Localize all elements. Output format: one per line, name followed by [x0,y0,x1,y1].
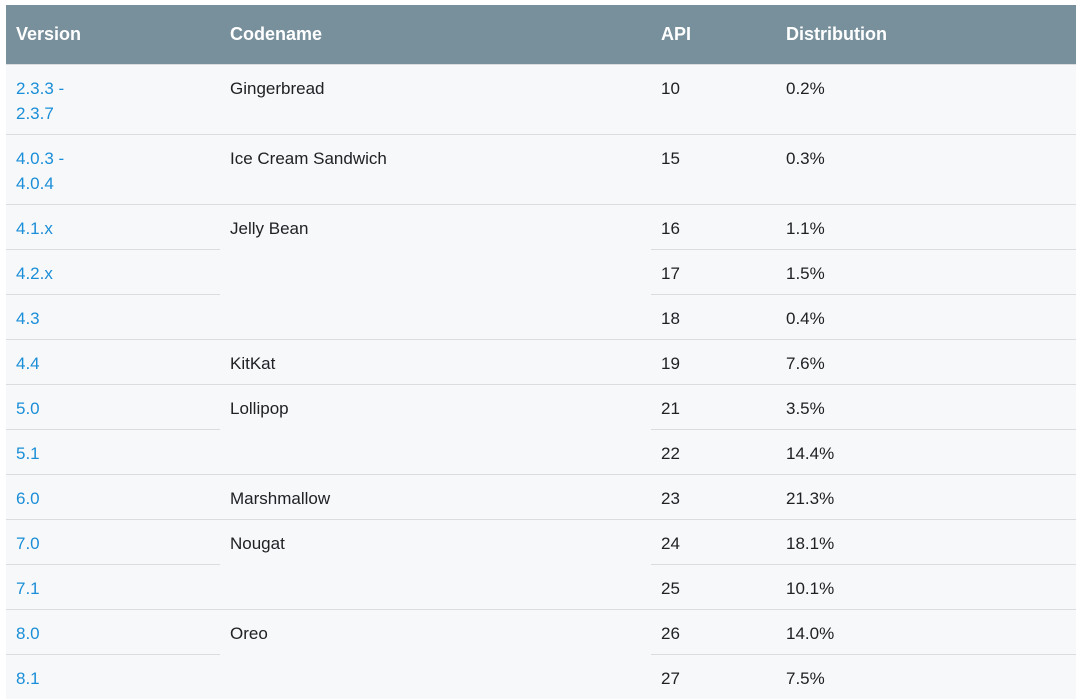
android-distribution-table: Version Codename API Distribution 2.3.3 … [6,5,1076,699]
table-row: 8.0 Oreo 26 14.0% [6,610,1076,655]
codename-cell: Jelly Bean [220,205,651,340]
version-link[interactable]: 5.1 [16,444,40,463]
codename-cell: Oreo [220,610,651,699]
table-row: 6.0 Marshmallow 23 21.3% [6,475,1076,520]
version-link[interactable]: 8.0 [16,624,40,643]
api-cell: 17 [651,250,776,295]
version-link[interactable]: 7.0 [16,534,40,553]
codename-cell: Nougat [220,520,651,610]
version-cell: 4.2.x [6,250,220,295]
distribution-cell: 14.0% [776,610,1076,655]
version-link[interactable]: 6.0 [16,489,40,508]
version-cell: 4.0.3 - 4.0.4 [6,135,220,205]
header-distribution: Distribution [776,5,1076,65]
codename-cell: Marshmallow [220,475,651,520]
version-link[interactable]: 7.1 [16,579,40,598]
version-link[interactable]: 5.0 [16,399,40,418]
api-cell: 26 [651,610,776,655]
table-row: 7.0 Nougat 24 18.1% [6,520,1076,565]
codename-cell: KitKat [220,340,651,385]
distribution-cell: 0.2% [776,65,1076,135]
version-link[interactable]: 4.1.x [16,219,53,238]
header-version: Version [6,5,220,65]
version-cell: 5.0 [6,385,220,430]
codename-cell: Gingerbread [220,65,651,135]
version-link[interactable]: 8.1 [16,669,40,688]
table-row: 2.3.3 - 2.3.7 Gingerbread 10 0.2% [6,65,1076,135]
api-cell: 18 [651,295,776,340]
api-cell: 24 [651,520,776,565]
distribution-cell: 1.5% [776,250,1076,295]
version-cell: 5.1 [6,430,220,475]
distribution-cell: 0.3% [776,135,1076,205]
version-cell: 6.0 [6,475,220,520]
api-cell: 19 [651,340,776,385]
api-cell: 21 [651,385,776,430]
distribution-cell: 21.3% [776,475,1076,520]
version-link[interactable]: 4.3 [16,309,40,328]
distribution-cell: 1.1% [776,205,1076,250]
version-cell: 4.3 [6,295,220,340]
distribution-cell: 10.1% [776,565,1076,610]
table-row: 4.0.3 - 4.0.4 Ice Cream Sandwich 15 0.3% [6,135,1076,205]
version-cell: 7.1 [6,565,220,610]
version-cell: 8.0 [6,610,220,655]
version-link[interactable]: 4.0.3 - 4.0.4 [16,149,64,193]
distribution-cell: 7.6% [776,340,1076,385]
distribution-cell: 3.5% [776,385,1076,430]
version-cell: 4.4 [6,340,220,385]
table-row: 4.4 KitKat 19 7.6% [6,340,1076,385]
distribution-cell: 14.4% [776,430,1076,475]
distribution-cell: 7.5% [776,655,1076,699]
api-cell: 25 [651,565,776,610]
table-row: 5.0 Lollipop 21 3.5% [6,385,1076,430]
table-row: 4.1.x Jelly Bean 16 1.1% [6,205,1076,250]
api-cell: 15 [651,135,776,205]
api-cell: 16 [651,205,776,250]
api-cell: 10 [651,65,776,135]
codename-cell: Lollipop [220,385,651,475]
header-codename: Codename [220,5,651,65]
distribution-cell: 18.1% [776,520,1076,565]
version-cell: 7.0 [6,520,220,565]
version-cell: 2.3.3 - 2.3.7 [6,65,220,135]
version-link[interactable]: 4.2.x [16,264,53,283]
header-api: API [651,5,776,65]
distribution-cell: 0.4% [776,295,1076,340]
version-cell: 8.1 [6,655,220,699]
api-cell: 27 [651,655,776,699]
api-cell: 23 [651,475,776,520]
distribution-table-container: Version Codename API Distribution 2.3.3 … [6,5,1076,699]
version-link[interactable]: 4.4 [16,354,40,373]
version-link[interactable]: 2.3.3 - 2.3.7 [16,79,64,123]
table-header-row: Version Codename API Distribution [6,5,1076,65]
version-cell: 4.1.x [6,205,220,250]
codename-cell: Ice Cream Sandwich [220,135,651,205]
api-cell: 22 [651,430,776,475]
